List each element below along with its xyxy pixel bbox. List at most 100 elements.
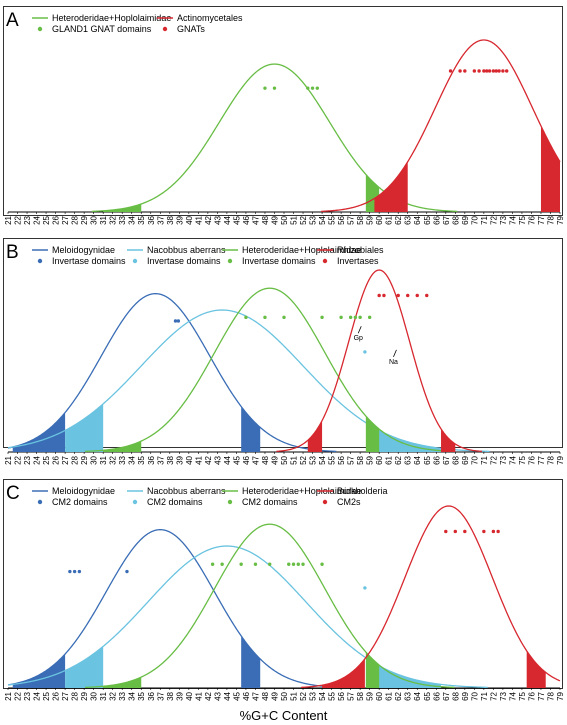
data-point [282,315,286,320]
legend-label: Meloidogynidae [52,245,115,255]
x-tick-label: 58 [356,455,365,464]
x-tick-label: 68 [451,215,460,224]
x-tick-label: 42 [204,691,213,700]
x-tick-label: 60 [375,455,384,464]
legend-dot [227,258,233,264]
x-tick-label: 46 [242,691,251,700]
x-tick-label: 74 [508,455,517,464]
x-tick-label: 66 [432,215,441,224]
data-point [77,569,82,574]
legend-label: Invertase domains [147,256,221,266]
x-tick-label: 47 [251,215,260,224]
x-tick-label: 40 [185,691,194,700]
data-point [301,562,305,566]
data-point [501,69,505,73]
x-tick-label: 41 [194,215,203,224]
x-tick-label: 38 [166,691,175,700]
x-tick-label: 66 [432,691,441,700]
x-tick-label: 64 [413,691,422,700]
data-point [320,562,324,566]
x-tick-label: 55 [328,691,337,700]
tail-area [241,406,261,452]
data-point [396,293,400,298]
data-point [339,315,343,320]
legend-label: CM2 domains [242,497,298,507]
annotation-arrow [393,349,397,358]
x-tick-label: 26 [52,455,61,464]
x-tick-label: 77 [537,215,546,224]
x-tick-label: 32 [109,215,118,224]
x-tick-label: 44 [223,215,232,224]
x-tick-label: 62 [394,691,403,700]
data-point [253,562,258,566]
x-tick-label: 49 [270,691,279,700]
x-tick-label: 72 [489,691,498,700]
x-tick-label: 79 [556,691,565,700]
x-tick-label: 35 [137,215,146,224]
x-tick-label: 67 [442,691,451,700]
x-tick-label: 25 [42,215,51,224]
x-tick-label: 52 [299,691,308,700]
x-tick-label: 34 [128,455,137,464]
legend-dot [322,499,328,505]
x-tick-label: 25 [42,691,51,700]
x-tick-label: 40 [185,455,194,464]
x-tick-label: 71 [480,455,489,464]
x-tick-label: 30 [90,455,99,464]
x-axis-label: %G+C Content [239,708,328,723]
data-point [448,69,453,73]
legend-dot [227,499,233,505]
x-tick-label: 41 [194,455,203,464]
tail-area [103,441,142,452]
x-tick-label: 50 [280,215,289,224]
x-tick-label: 43 [213,215,222,224]
data-point [382,293,386,298]
x-tick-label: 35 [137,691,146,700]
data-point [306,86,310,90]
x-tick-label: 39 [175,215,184,224]
x-tick-label: 49 [270,455,279,464]
x-tick-label: 51 [290,455,299,464]
legend-label: Burkholderia [337,486,388,496]
x-tick-label: 30 [90,215,99,224]
x-tick-label: 50 [280,455,289,464]
data-point [353,315,358,320]
data-point [315,86,320,90]
x-tick-label: 46 [242,455,251,464]
data-point [268,562,272,566]
x-tick-label: 29 [80,691,89,700]
data-point [463,69,467,73]
x-tick-label: 61 [385,455,394,464]
data-point [125,569,129,574]
x-tick-label: 39 [175,455,184,464]
x-tick-label: 45 [232,455,241,464]
data-point [310,86,315,90]
x-tick-label: 78 [546,455,555,464]
data-point [176,319,181,323]
x-tick-label: 36 [147,691,156,700]
x-tick-label: 64 [413,455,422,464]
x-tick-label: 43 [213,455,222,464]
x-tick-label: 60 [375,691,384,700]
x-tick-label: 36 [147,455,156,464]
legend-label: GNATs [177,24,205,34]
x-tick-label: 70 [470,455,479,464]
x-tick-label: 74 [508,215,517,224]
data-point [496,529,500,534]
x-tick-label: 72 [489,215,498,224]
x-tick-label: 42 [204,455,213,464]
x-tick-label: 54 [318,455,327,464]
x-tick-label: 26 [52,691,61,700]
x-tick-label: 44 [223,691,232,700]
data-point [367,315,372,320]
x-tick-label: 37 [156,691,165,700]
data-point [505,69,509,73]
x-tick-label: 46 [242,215,251,224]
x-tick-label: 73 [499,691,508,700]
x-tick-label: 43 [213,691,222,700]
x-tick-label: 66 [432,455,441,464]
data-point [291,562,296,566]
data-point [320,315,324,320]
data-point [497,69,501,73]
